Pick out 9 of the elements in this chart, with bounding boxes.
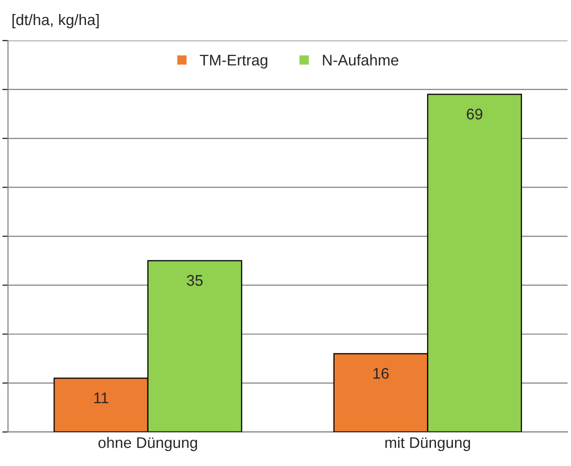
data-label: 16 [373, 368, 389, 379]
x-tick-label: ohne Düngung [98, 436, 198, 452]
x-tick-label: mit Düngung [385, 436, 470, 452]
data-label: 35 [186, 275, 203, 286]
legend-label: TM-Ertrag [200, 54, 268, 69]
data-label: 11 [94, 392, 108, 404]
y-axis-title: [dt/ha, kg/ha] [12, 14, 99, 28]
legend-label: N-Aufahme [322, 54, 398, 66]
data-label: 69 [466, 108, 482, 120]
